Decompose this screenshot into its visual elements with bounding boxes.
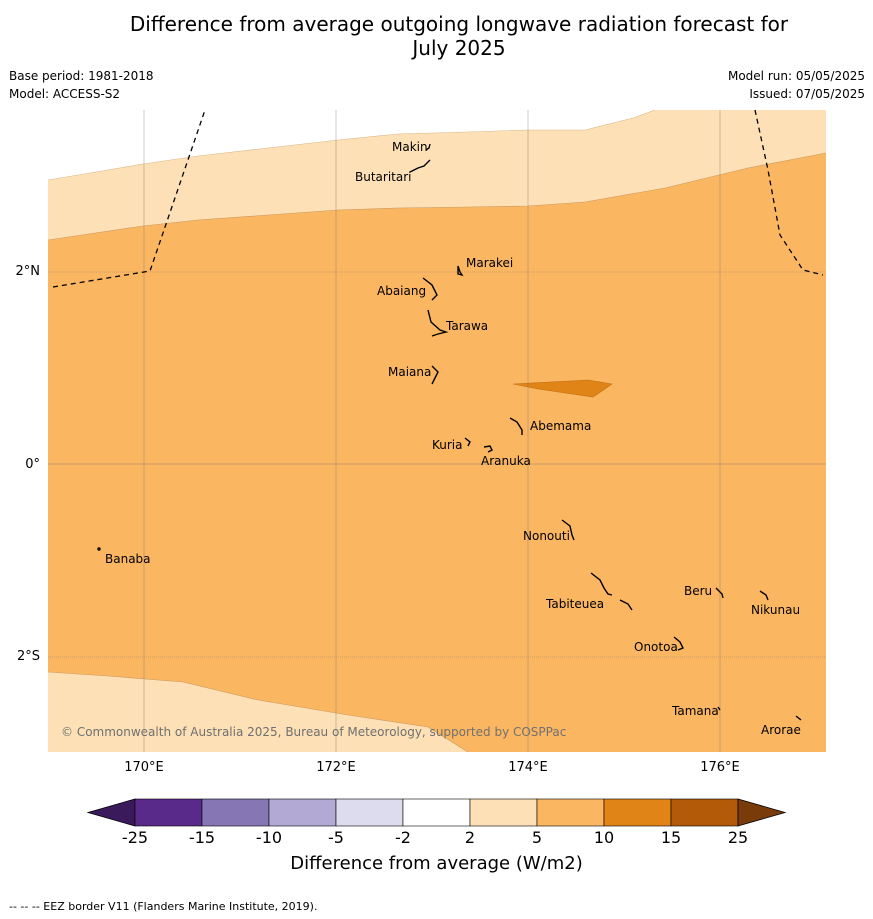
colorbar-swatch	[134, 798, 203, 827]
lat-label-equator: 0°	[25, 457, 40, 472]
colorbar-swatch	[335, 798, 404, 827]
colorbar-swatch	[536, 798, 605, 827]
island-label-abaiang: Abaiang	[377, 284, 426, 298]
colorbar-swatch	[670, 798, 739, 827]
island-label-maiana: Maiana	[388, 365, 431, 379]
island-label-nikunau: Nikunau	[751, 603, 800, 617]
colorbar-extend-high	[737, 798, 787, 827]
colorbar-tick-label: -25	[121, 828, 149, 847]
kuria-coast	[464, 437, 471, 447]
arorae-coast	[795, 715, 802, 721]
lon-label-170e: 170°E	[124, 760, 164, 775]
onotoa-coast	[673, 636, 684, 651]
aranuka-coast	[483, 445, 493, 453]
beru-coast	[715, 587, 724, 599]
eez-border-west	[52, 110, 206, 288]
colorbar-tick-label: 5	[531, 828, 543, 847]
map-title: Difference from average outgoing longwav…	[0, 12, 873, 60]
makin-coast	[425, 143, 431, 151]
nonouti-coast	[561, 519, 575, 541]
meta-left: Base period: 1981-2018 Model: ACCESS-S2	[9, 67, 154, 103]
island-label-nonouti: Nonouti	[523, 529, 570, 543]
colorbar-tick-label: 2	[464, 828, 476, 847]
contour-10	[512, 379, 613, 398]
island-label-banaba: Banaba	[105, 552, 151, 566]
lat-label-2n: 2°N	[15, 264, 41, 279]
colorbar-tick-label: -2	[395, 828, 411, 847]
colorbar-swatch	[603, 798, 672, 827]
map-panel: Makin Butaritari Marakei Abaiang Tarawa …	[48, 110, 826, 752]
tarawa-coast	[427, 309, 449, 337]
base-period: Base period: 1981-2018	[9, 69, 154, 83]
island-label-tamana: Tamana	[671, 704, 719, 718]
island-label-beru: Beru	[684, 584, 712, 598]
abemama-coast	[509, 417, 523, 435]
island-label-butaritari: Butaritari	[355, 170, 412, 184]
tabiteuea-coast-north	[590, 572, 613, 596]
contour-5-south	[48, 671, 469, 752]
graticule	[48, 110, 826, 752]
colorbar-tick-label: -10	[255, 828, 283, 847]
island-coastlines	[97, 143, 802, 721]
anomaly-patch-10-15	[513, 380, 612, 397]
island-label-makin: Makin	[392, 140, 428, 154]
abaiang-coast	[422, 277, 438, 301]
colorbar-tick-label: -15	[188, 828, 216, 847]
title-line-2: July 2025	[412, 36, 506, 60]
banaba-coast	[97, 547, 101, 551]
colorbar-tick-label: 25	[727, 828, 749, 847]
colorbar-swatch	[469, 798, 538, 827]
island-label-kuria: Kuria	[432, 438, 463, 452]
colorbar-swatch	[402, 798, 471, 827]
island-label-arorae: Arorae	[761, 723, 801, 737]
island-label-abemama: Abemama	[530, 419, 591, 433]
lon-label-172e: 172°E	[316, 760, 356, 775]
model-run: Model run: 05/05/2025	[727, 69, 865, 83]
colorbar-tick-label: 10	[593, 828, 615, 847]
island-label-marakei: Marakei	[466, 256, 513, 270]
colorbar-extend-low	[86, 798, 136, 827]
island-label-aranuka: Aranuka	[481, 454, 531, 468]
contour-5	[48, 152, 826, 241]
colorbar-tick-label: -5	[328, 828, 344, 847]
marakei-coast	[457, 265, 464, 277]
lat-label-2s: 2°S	[16, 649, 40, 664]
island-labels: Makin Butaritari Marakei Abaiang Tarawa …	[105, 140, 801, 737]
issued-date: Issued: 07/05/2025	[749, 87, 865, 101]
anomaly-band-neutral-north	[48, 110, 655, 180]
colorbar-swatch	[201, 798, 270, 827]
tamana-coast	[717, 706, 721, 711]
model-name: Model: ACCESS-S2	[9, 87, 121, 101]
maiana-coast	[431, 365, 439, 385]
lon-label-176e: 176°E	[700, 760, 740, 775]
lon-label-174e: 174°E	[508, 760, 548, 775]
copyright-notice: © Commonwealth of Australia 2025, Bureau…	[61, 725, 566, 739]
butaritari-coast	[409, 159, 431, 173]
nikunau-coast	[759, 590, 769, 601]
anomaly-band-2-5-south	[48, 672, 468, 752]
contour-2	[48, 110, 656, 181]
title-line-1: Difference from average outgoing longwav…	[129, 12, 789, 36]
eez-border-east	[754, 110, 824, 276]
colorbar-label: Difference from average (W/m2)	[290, 853, 583, 874]
colorbar-swatch	[268, 798, 337, 827]
tabiteuea-coast-south	[619, 599, 633, 611]
eez-footnote: -- -- -- EEZ border V11 (Flanders Marine…	[9, 900, 318, 913]
colorbar-tick-label: 15	[660, 828, 682, 847]
island-label-tabiteuea: Tabiteuea	[545, 597, 604, 611]
island-label-onotoa: Onotoa	[634, 640, 678, 654]
colorbar	[86, 798, 787, 827]
meta-right: Model run: 05/05/2025 Issued: 07/05/2025	[728, 67, 865, 103]
island-label-tarawa: Tarawa	[445, 319, 488, 333]
